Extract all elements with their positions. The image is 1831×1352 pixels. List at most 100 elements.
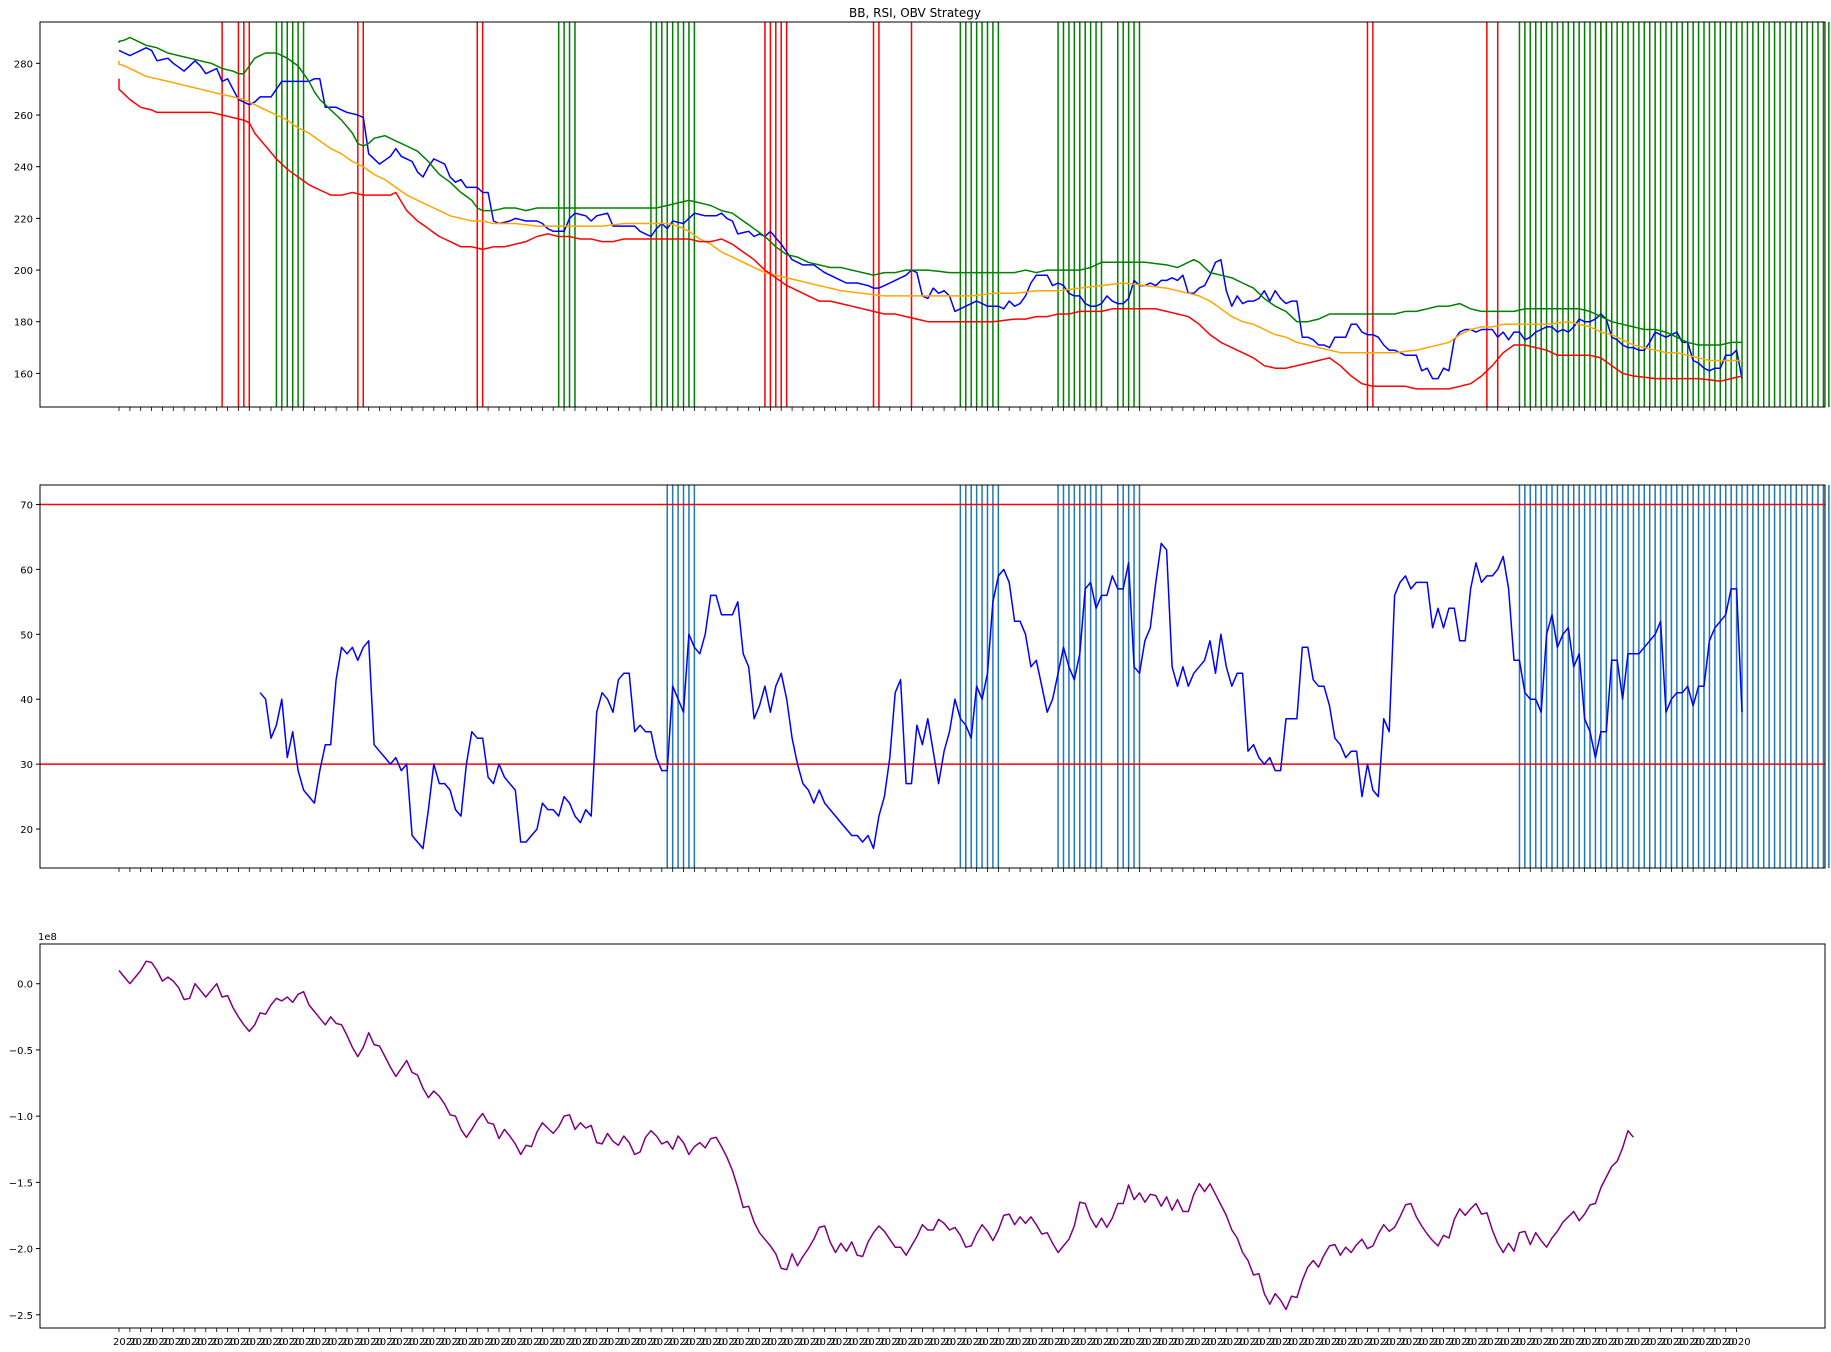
x-tick-label: 2020 [1530, 1337, 1555, 1348]
x-tick-label: 2020 [716, 1337, 741, 1348]
y-tick-label: 20 [20, 825, 33, 836]
x-tick-label: 2020 [943, 1337, 968, 1348]
x-tick-label: 2020 [862, 1337, 887, 1348]
x-tick-label: 2020 [1709, 1337, 1734, 1348]
x-tick-label: 2020 [488, 1337, 513, 1348]
y-tick-label: 280 [14, 59, 33, 70]
obv-offset-text: 1e8 [38, 932, 57, 943]
x-tick-label: 2020 [797, 1337, 822, 1348]
price-signal-layer [221, 22, 1830, 407]
x-tick-label: 2020 [243, 1337, 268, 1348]
x-tick-label: 2020 [1334, 1337, 1359, 1348]
x-tick-label: 2020 [1627, 1337, 1652, 1348]
obv-y-axis: 0.0 −0.5 −1.0 −1.5 −2.0 −2.5 [9, 980, 40, 1322]
x-tick-label: 2020 [1139, 1337, 1164, 1348]
x-tick-label: 2020 [781, 1337, 806, 1348]
y-tick-label: 180 [14, 318, 33, 329]
x-tick-label: 2020 [1660, 1337, 1685, 1348]
rsi-axes-frame [39, 484, 1826, 869]
x-tick-label: 2020 [667, 1337, 692, 1348]
x-tick-label: 2020 [1611, 1337, 1636, 1348]
x-tick-label: 2020 [1579, 1337, 1604, 1348]
x-tick-label: 2020 [1220, 1337, 1245, 1348]
x-tick-label: 2020 [194, 1337, 219, 1348]
bb_lower-line [118, 78, 1743, 390]
obv-panel: 0.0−0.5−1.0−1.5−2.0−2.5 1e8 202020202020… [9, 932, 1826, 1348]
y-tick-label: 220 [14, 214, 33, 225]
x-tick-label: 2020 [1546, 1337, 1571, 1348]
x-tick-label: 2020 [1562, 1337, 1587, 1348]
x-tick-label: 2020 [422, 1337, 447, 1348]
x-tick-label: 2020 [1465, 1337, 1490, 1348]
x-tick-label: 2020 [504, 1337, 529, 1348]
obv-axes-frame [39, 943, 1826, 1329]
x-tick-label: 2020 [878, 1337, 903, 1348]
x-tick-label: 2020 [227, 1337, 252, 1348]
x-tick-label: 2020 [1057, 1337, 1082, 1348]
rsi-y-axis: 20 30 40 50 60 70 [20, 500, 40, 836]
x-tick-label: 2020 [1253, 1337, 1278, 1348]
rsi-signal-layer [666, 485, 1830, 868]
x-tick-label: 2020 [439, 1337, 464, 1348]
x-tick-label: 2020 [1644, 1337, 1669, 1348]
y-tick-label: 50 [20, 630, 33, 641]
rsi-x-ticks [118, 868, 1737, 872]
y-tick-label: 70 [20, 500, 33, 511]
rsi-panel: 20 30 40 50 60 70 [20, 484, 1830, 872]
rsi-line [259, 542, 1743, 850]
x-tick-label: 2020 [1237, 1337, 1262, 1348]
x-tick-label: 2020 [1318, 1337, 1343, 1348]
x-tick-label: 2020 [178, 1337, 203, 1348]
x-tick-label: 2020 [374, 1337, 399, 1348]
price-y-axis: 160 180 200 220 240 260 280 [14, 59, 40, 380]
figure-title: BB, RSI, OBV Strategy [849, 6, 981, 20]
x-tick-label: 2020 [911, 1337, 936, 1348]
x-tick-label: 2020 [830, 1337, 855, 1348]
price-axes-frame [39, 21, 1826, 408]
x-tick-label: 2020 [1481, 1337, 1506, 1348]
x-tick-label: 2020 [1009, 1337, 1034, 1348]
x-tick-marks [118, 1328, 1737, 1332]
x-tick-label: 2020 [1041, 1337, 1066, 1348]
y-tick-label: 260 [14, 111, 33, 122]
x-tick-label: 2020 [927, 1337, 952, 1348]
x-tick-label: 2020 [602, 1337, 627, 1348]
x-tick-label: 2020 [1204, 1337, 1229, 1348]
x-tick-label: 2020 [1302, 1337, 1327, 1348]
x-tick-label: 2020 [113, 1337, 138, 1348]
x-tick-label: 2020 [1074, 1337, 1099, 1348]
x-tick-label: 2020 [129, 1337, 154, 1348]
y-tick-label: 40 [20, 695, 33, 706]
x-tick-label: 2020 [390, 1337, 415, 1348]
x-tick-label: 2020 [1693, 1337, 1718, 1348]
price-x-ticks [118, 407, 1737, 411]
rsi-series-layer [259, 542, 1743, 850]
x-tick-label: 2020 [1513, 1337, 1538, 1348]
x-tick-label: 2020 [471, 1337, 496, 1348]
x-tick-label: 2020 [341, 1337, 366, 1348]
y-tick-label: 30 [20, 760, 33, 771]
x-tick-label: 2020 [1416, 1337, 1441, 1348]
x-tick-label: 2020 [1188, 1337, 1213, 1348]
x-tick-label: 2020 [1285, 1337, 1310, 1348]
x-tick-label: 2020 [260, 1337, 285, 1348]
x-tick-label: 2020 [292, 1337, 317, 1348]
x-tick-label: 2020 [976, 1337, 1001, 1348]
x-tick-label: 2020 [634, 1337, 659, 1348]
y-tick-label: 200 [14, 266, 33, 277]
x-tick-label: 2020 [308, 1337, 333, 1348]
x-tick-label: 2020 [1106, 1337, 1131, 1348]
x-tick-label: 2020 [748, 1337, 773, 1348]
y-tick-label: −1.0 [9, 1112, 33, 1123]
obv-x-ticks [118, 1328, 1737, 1332]
y-tick-label: 60 [20, 565, 33, 576]
y-tick-label: −2.5 [9, 1311, 33, 1322]
x-tick-label: 2020 [1367, 1337, 1392, 1348]
y-tick-label: 240 [14, 163, 33, 174]
price-line [118, 47, 1743, 380]
x-tick-label: 2020 [1025, 1337, 1050, 1348]
x-tick-label: 2020 [536, 1337, 561, 1348]
x-tick-label: 2020 [276, 1337, 301, 1348]
obv-line [118, 960, 1634, 1311]
